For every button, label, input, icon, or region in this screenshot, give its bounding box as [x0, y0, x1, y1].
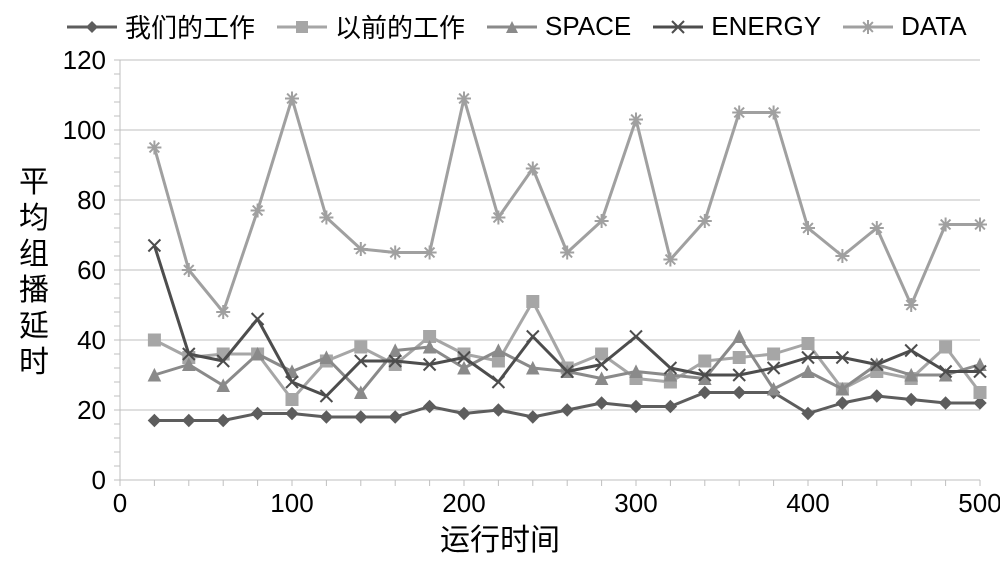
legend-label-data: DATA	[901, 11, 966, 42]
legend-marker-ours-icon	[65, 17, 119, 37]
chart-svg: 0 100 200 300 400 500 0 20 40 60 80 100 120	[0, 0, 1000, 565]
svg-text:0: 0	[92, 465, 106, 495]
line-chart: 我们的工作 以前的工作 SPACE ENERGY DATA 平均组播延时 运行时间 0 1…	[0, 0, 1000, 565]
legend-label-energy: ENERGY	[711, 11, 821, 42]
svg-text:40: 40	[77, 325, 106, 355]
svg-text:80: 80	[77, 185, 106, 215]
legend-marker-space-icon	[485, 17, 539, 37]
legend-item-data: DATA	[841, 11, 966, 42]
legend: 我们的工作 以前的工作 SPACE ENERGY DATA	[65, 8, 967, 45]
legend-label-prev: 以前的工作	[335, 8, 465, 45]
x-axis-label: 运行时间	[0, 515, 1000, 559]
legend-label-ours: 我们的工作	[125, 8, 255, 45]
legend-item-prev: 以前的工作	[275, 8, 465, 45]
svg-text:100: 100	[270, 488, 313, 518]
legend-item-ours: 我们的工作	[65, 8, 255, 45]
svg-text:0: 0	[113, 488, 127, 518]
legend-marker-prev-icon	[275, 17, 329, 37]
svg-text:100: 100	[63, 115, 106, 145]
svg-text:120: 120	[63, 45, 106, 75]
legend-label-space: SPACE	[545, 11, 631, 42]
svg-text:200: 200	[442, 488, 485, 518]
y-axis-label: 平均组播延时	[18, 165, 50, 381]
svg-text:60: 60	[77, 255, 106, 285]
svg-text:500: 500	[958, 488, 1000, 518]
legend-marker-data-icon	[841, 17, 895, 37]
svg-text:20: 20	[77, 395, 106, 425]
legend-marker-energy-icon	[651, 17, 705, 37]
x-axis-label-text: 运行时间	[440, 524, 560, 557]
legend-item-space: SPACE	[485, 11, 631, 42]
svg-text:400: 400	[786, 488, 829, 518]
svg-text:300: 300	[614, 488, 657, 518]
legend-item-energy: ENERGY	[651, 11, 821, 42]
